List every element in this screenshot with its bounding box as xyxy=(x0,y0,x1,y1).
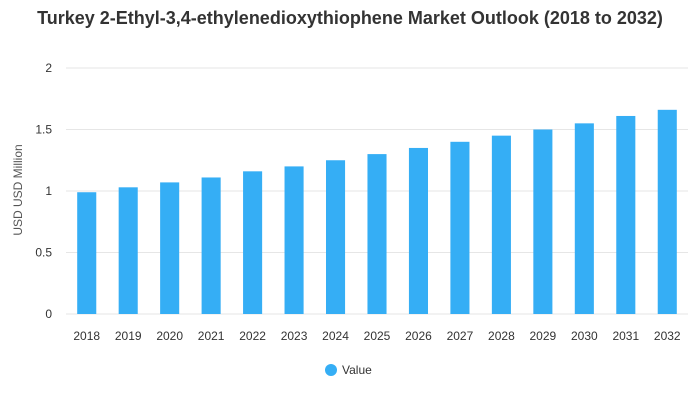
chart-title: Turkey 2-Ethyl-3,4-ethylenedioxythiophen… xyxy=(37,8,663,28)
x-tick-label: 2023 xyxy=(281,329,308,343)
bar-2030[interactable] xyxy=(574,123,594,314)
bar-2026[interactable] xyxy=(408,147,429,314)
bar-2027[interactable] xyxy=(450,141,470,314)
bar-2020[interactable] xyxy=(160,182,180,314)
x-tick-label: 2031 xyxy=(612,329,639,343)
y-tick-label: 2 xyxy=(45,61,52,75)
x-tick-label: 2025 xyxy=(364,329,391,343)
y-tick-label: 0.5 xyxy=(35,246,52,260)
bar-2021[interactable] xyxy=(201,177,221,314)
bar-2024[interactable] xyxy=(325,160,346,314)
bar-2028[interactable] xyxy=(491,135,511,314)
x-tick-label: 2024 xyxy=(322,329,349,343)
x-tick-label: 2019 xyxy=(115,329,142,343)
bar-2022[interactable] xyxy=(243,171,263,314)
bar-2031[interactable] xyxy=(616,115,636,314)
y-tick-label: 0 xyxy=(45,307,52,321)
x-tick-label: 2027 xyxy=(447,329,474,343)
bar-2023[interactable] xyxy=(284,166,304,314)
y-axis-ticks: 0 0.5 1 1.5 2 xyxy=(35,61,52,321)
x-tick-label: 2021 xyxy=(198,329,225,343)
legend-swatch-value xyxy=(325,364,337,376)
y-tick-label: 1 xyxy=(45,184,52,198)
x-tick-label: 2018 xyxy=(73,329,100,343)
y-axis-title: USD USD Million xyxy=(11,144,25,235)
bar-2029[interactable] xyxy=(533,129,553,315)
x-axis-ticks: 2018 2019 2020 2021 2022 2023 2024 2025 2026 2027… xyxy=(73,329,681,343)
bars xyxy=(77,109,677,315)
legend[interactable]: Value xyxy=(325,363,372,377)
x-tick-label: 2022 xyxy=(239,329,266,343)
legend-label-value: Value xyxy=(342,363,372,377)
x-tick-label: 2028 xyxy=(488,329,515,343)
bar-2018[interactable] xyxy=(77,192,97,314)
x-tick-label: 2029 xyxy=(530,329,557,343)
y-tick-label: 1.5 xyxy=(35,123,52,137)
x-tick-label: 2026 xyxy=(405,329,432,343)
x-tick-label: 2020 xyxy=(156,329,183,343)
x-tick-label: 2030 xyxy=(571,329,598,343)
bar-2025[interactable] xyxy=(367,154,387,314)
x-tick-label: 2032 xyxy=(654,329,681,343)
bar-2019[interactable] xyxy=(118,187,138,314)
bar-2032[interactable] xyxy=(657,109,677,314)
